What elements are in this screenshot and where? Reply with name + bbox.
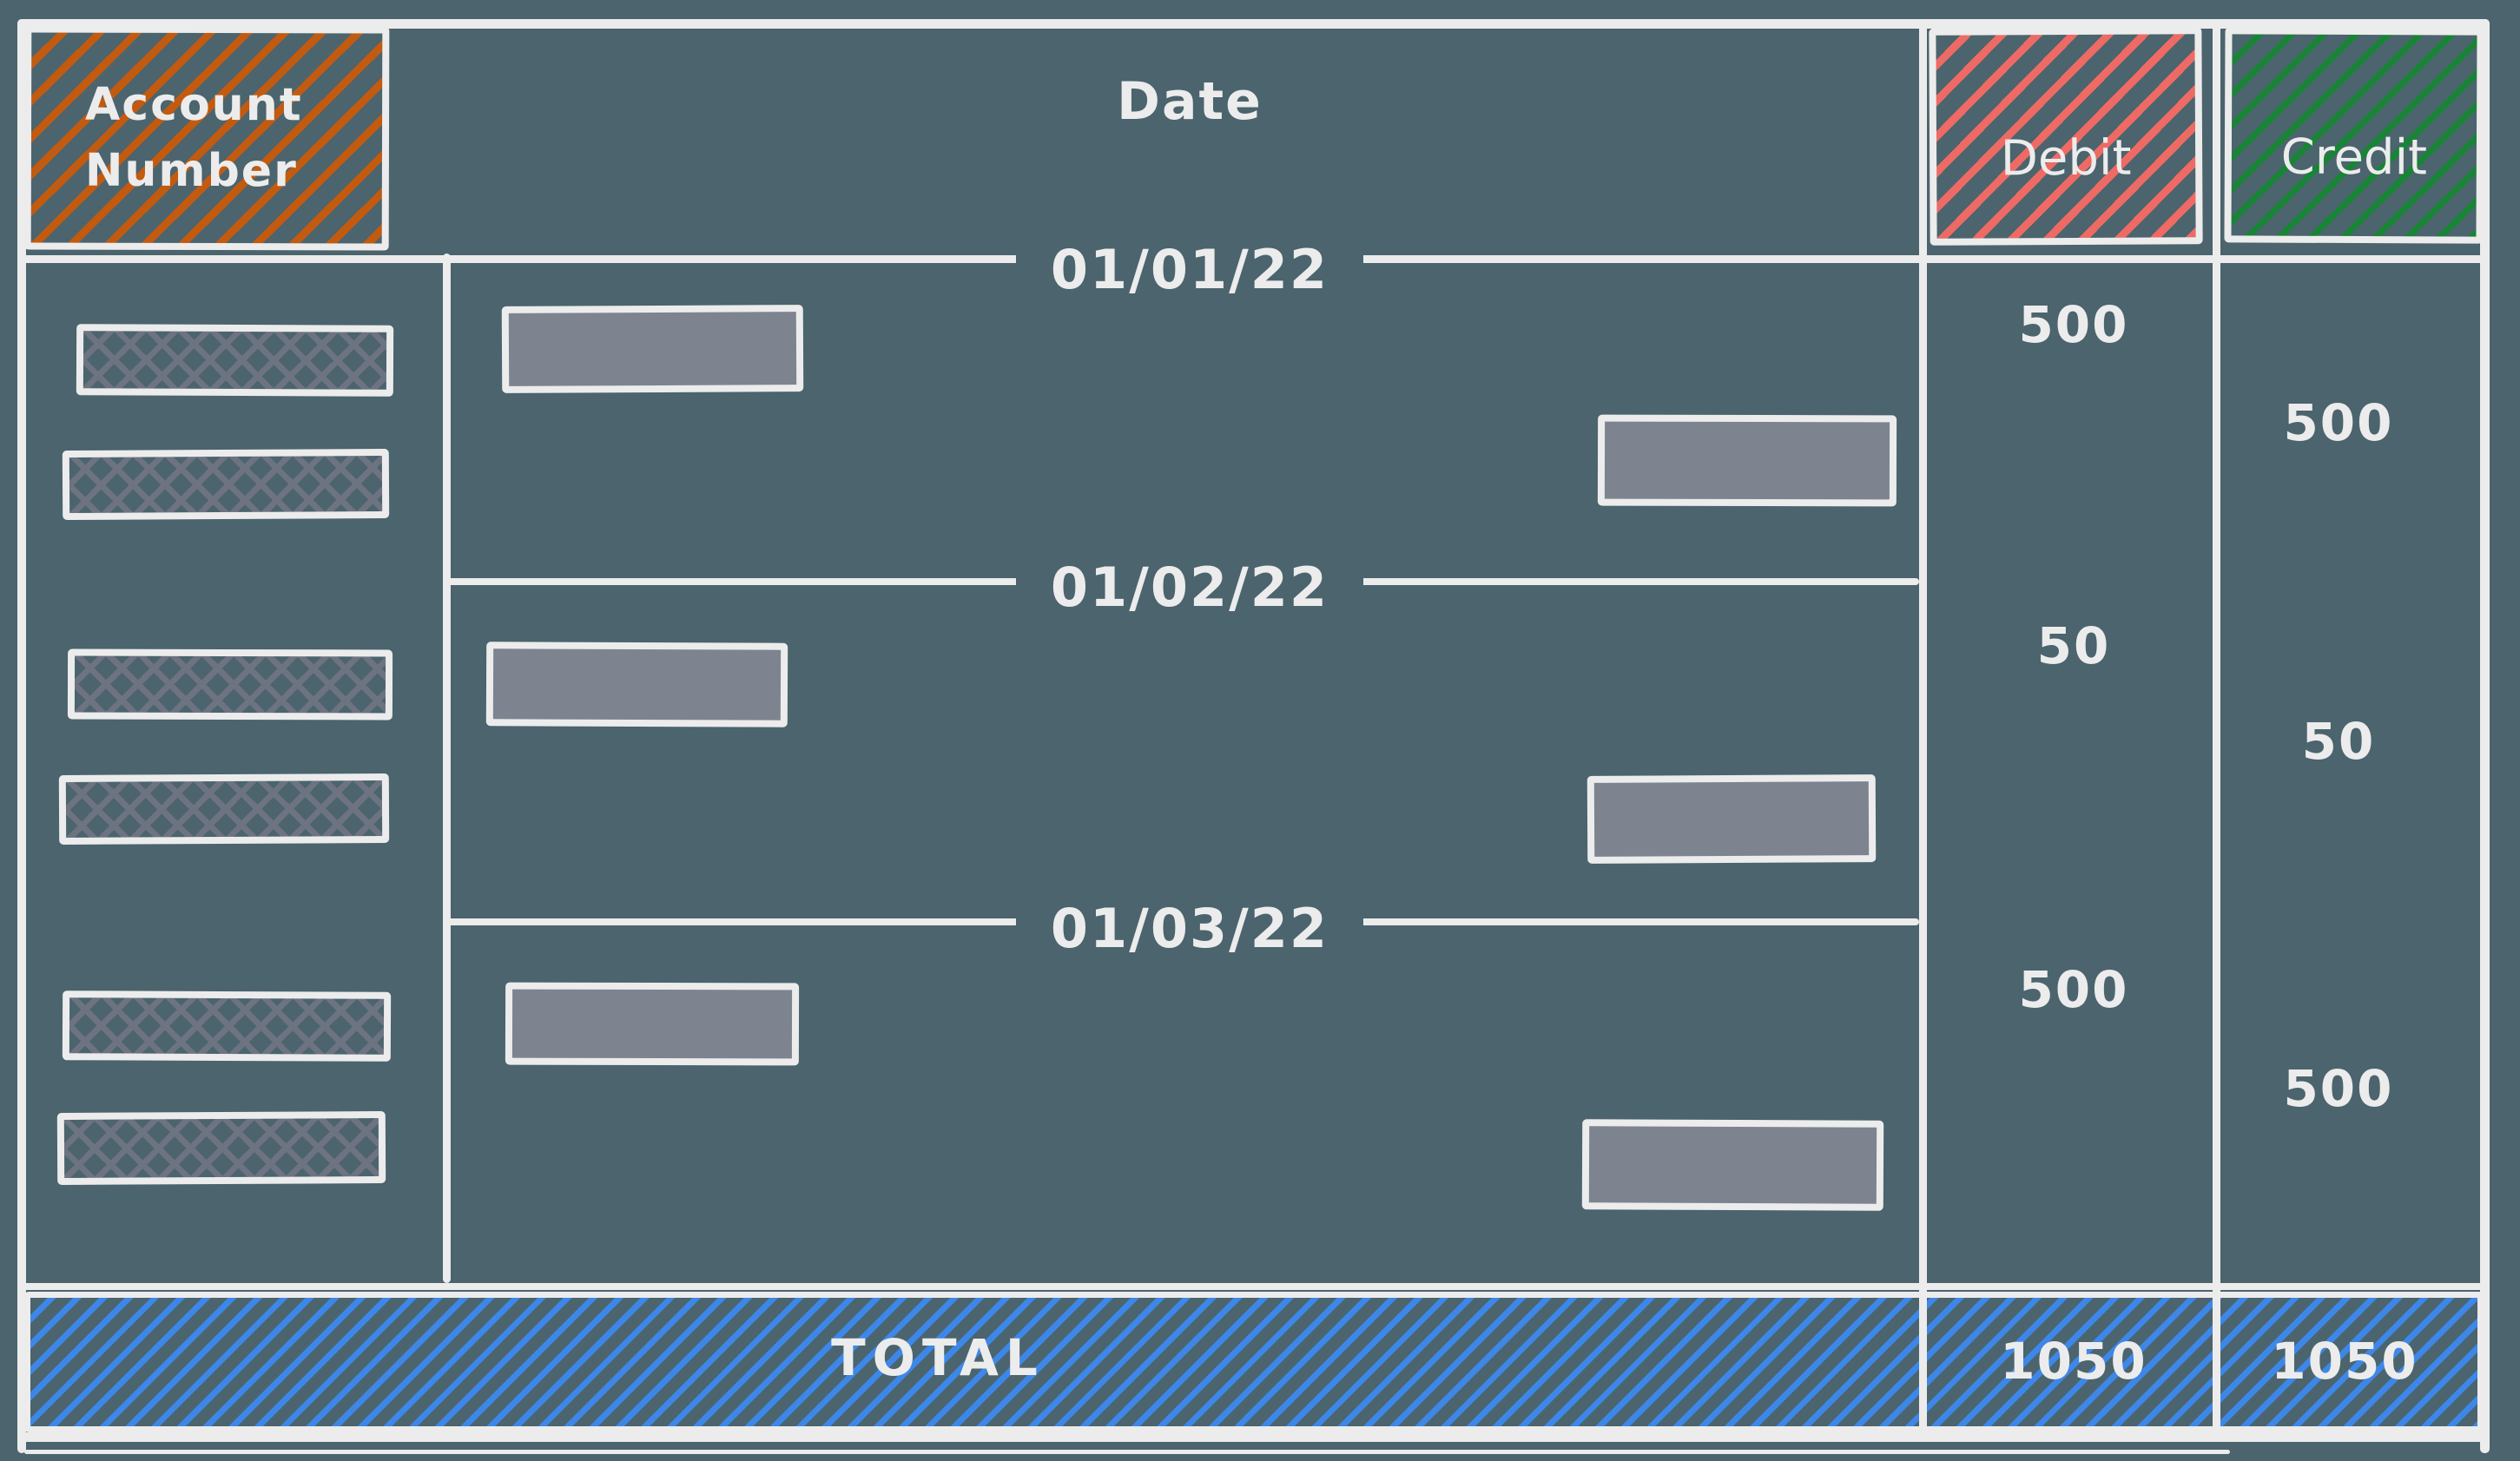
group-date-1: 01/01/22 — [1016, 233, 1363, 307]
account-entry-box — [62, 990, 392, 1062]
debit-entry-box — [485, 642, 788, 727]
table-border-bottom-secondary — [24, 1450, 2230, 1454]
total-label: TOTAL — [831, 1328, 1045, 1387]
debit-header-cell: Debit — [1929, 27, 2203, 246]
debit-amount-3: 500 — [2018, 960, 2129, 1019]
debit-amount-2: 50 — [2036, 616, 2111, 675]
account-entry-box — [62, 449, 390, 520]
table-border-top — [17, 19, 2490, 29]
column-line-debit-credit — [2213, 19, 2220, 1442]
total-row-band — [24, 1292, 2484, 1432]
account-entry-box — [67, 648, 393, 721]
table-border-left — [17, 19, 26, 1453]
account-number-header-label: Account Number — [84, 78, 303, 198]
credit-entry-box — [1597, 414, 1897, 507]
account-entry-box — [76, 324, 394, 397]
credit-amount-3: 500 — [2283, 1059, 2394, 1118]
column-line-date-debit — [1919, 19, 1927, 1442]
credit-entry-box — [1581, 1119, 1884, 1211]
credit-amount-2: 50 — [2301, 712, 2376, 771]
table-border-right — [2480, 19, 2490, 1453]
group-date-3: 01/03/22 — [1016, 892, 1363, 966]
column-line-account-date — [443, 253, 451, 1283]
credit-entry-box — [1587, 774, 1877, 864]
group-date-2: 01/02/22 — [1016, 550, 1363, 625]
credit-header-label: Credit — [2280, 128, 2428, 186]
date-header-label: Date — [1117, 71, 1263, 132]
account-entry-box — [56, 1111, 386, 1185]
debit-entry-box — [501, 305, 804, 393]
debit-amount-1: 500 — [2018, 295, 2129, 354]
credit-amount-1: 500 — [2283, 393, 2394, 452]
table-border-bottom — [17, 1432, 2490, 1442]
account-number-header-cell: Account Number — [23, 25, 390, 251]
total-credit-amount: 1050 — [2271, 1332, 2418, 1391]
debit-entry-box — [505, 982, 800, 1066]
account-entry-box — [58, 773, 390, 845]
total-band-top-line — [17, 1283, 2490, 1290]
total-debit-amount: 1050 — [2000, 1332, 2147, 1391]
debit-header-label: Debit — [2000, 129, 2132, 187]
credit-header-cell: Credit — [2224, 27, 2484, 244]
